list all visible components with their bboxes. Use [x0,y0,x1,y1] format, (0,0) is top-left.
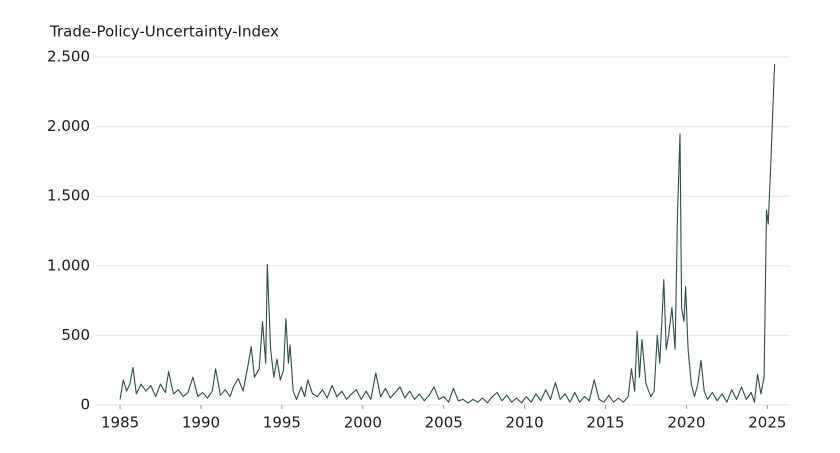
x-tick-label: 2015 [586,414,624,432]
y-tick-label: 2.500 [47,48,90,66]
y-tick-label: 1.000 [47,256,90,274]
x-tick-label: 2020 [667,414,705,432]
y-tick-label: 0 [80,396,90,414]
x-tick-label: 1985 [101,414,139,432]
x-tick-label: 2005 [425,414,463,432]
x-tick-label: 2010 [506,414,544,432]
x-tick-label: 1990 [182,414,220,432]
x-tick-label: 1995 [263,414,301,432]
y-tick-label: 1.500 [47,187,90,205]
x-tick-label: 2000 [344,414,382,432]
y-tick-label: 500 [61,326,90,344]
data-line [119,63,776,404]
x-tick-label: 2025 [748,414,786,432]
chart-title: Trade-Policy-Uncertainty-Index [49,23,279,41]
y-tick-label: 2.000 [47,117,90,135]
